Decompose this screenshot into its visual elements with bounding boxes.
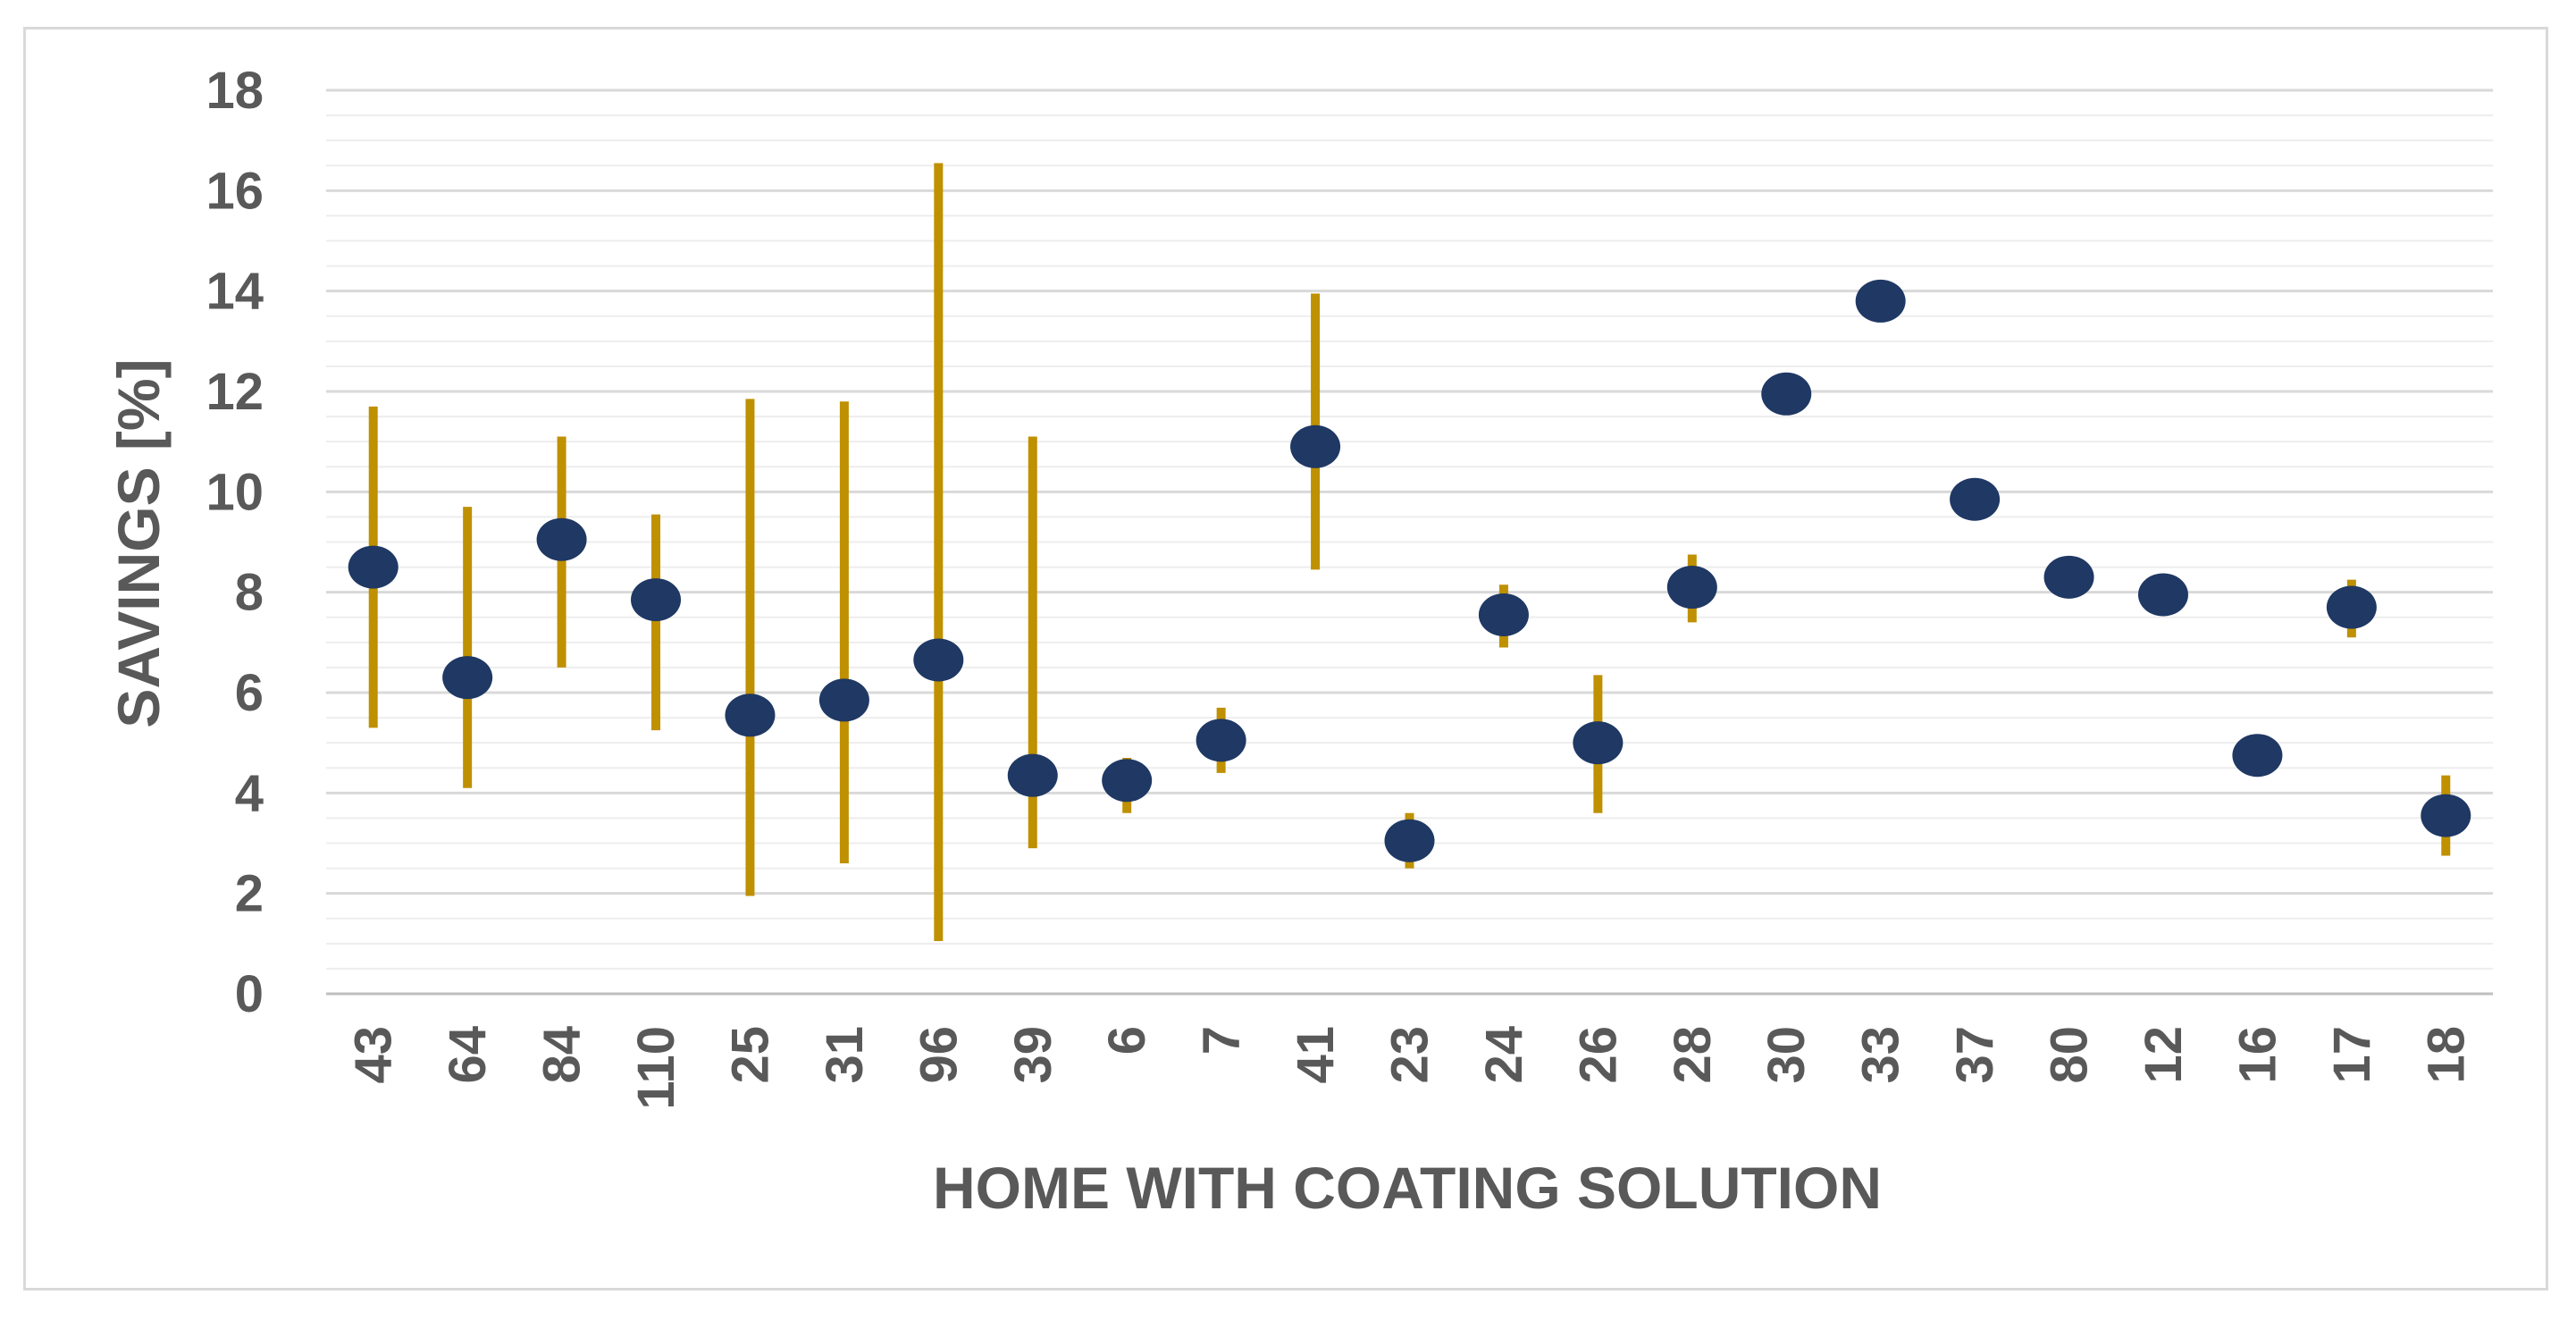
x-tick-label: 24 (1475, 1026, 1533, 1084)
x-tick-label: 84 (533, 1026, 592, 1084)
data-point (725, 694, 776, 737)
x-tick-label: 12 (2135, 1026, 2193, 1084)
data-point (536, 517, 587, 561)
data-point (2326, 585, 2377, 629)
data-points (348, 279, 2471, 862)
data-point (1950, 477, 2001, 521)
y-tick-label: 16 (206, 162, 264, 220)
x-tick-label: 110 (627, 1026, 685, 1110)
x-tick-label: 43 (345, 1026, 403, 1084)
data-point (1384, 819, 1435, 862)
x-tick-label: 31 (816, 1026, 874, 1084)
y-tick-label: 6 (235, 664, 264, 722)
data-point (1573, 721, 1624, 765)
data-point (1102, 759, 1153, 803)
x-tick-labels: 43 64 84 110 25 31 96 39 6 7 41 23 24 26 28 30 33 37 80 12 1… (345, 1026, 2476, 1110)
data-point (631, 578, 682, 622)
data-point (1290, 425, 1341, 468)
data-point (1478, 593, 1529, 636)
data-point (1855, 279, 1906, 323)
x-axis-title: HOME WITH COATING SOLUTION (933, 1155, 1882, 1221)
x-tick-label: 7 (1193, 1026, 1251, 1055)
y-tick-label: 8 (235, 564, 264, 622)
data-point (1007, 753, 1058, 797)
x-tick-label: 64 (439, 1026, 497, 1084)
data-point (2043, 555, 2094, 599)
data-point (2421, 794, 2471, 837)
x-tick-label: 41 (1287, 1026, 1345, 1084)
y-tick-label: 2 (235, 865, 264, 923)
y-tick-label: 18 (206, 62, 264, 120)
x-tick-label: 6 (1098, 1026, 1156, 1055)
x-tick-label: 23 (1381, 1026, 1439, 1084)
x-tick-label: 37 (1946, 1026, 2004, 1084)
error-bars (368, 163, 2451, 942)
data-point (818, 678, 869, 722)
y-tick-label: 4 (235, 764, 264, 822)
x-tick-label: 26 (1569, 1026, 1627, 1084)
x-tick-label: 96 (910, 1026, 968, 1084)
data-point (1761, 372, 1812, 416)
data-point (2137, 573, 2188, 617)
x-tick-label: 80 (2041, 1026, 2099, 1084)
x-tick-label: 17 (2323, 1026, 2381, 1084)
y-tick-label: 0 (235, 965, 264, 1023)
data-point (913, 638, 964, 682)
x-tick-label: 16 (2228, 1026, 2287, 1084)
x-tick-label: 33 (1852, 1026, 1910, 1084)
x-tick-label: 30 (1758, 1026, 1816, 1084)
data-point (1196, 719, 1246, 762)
data-point (1666, 566, 1717, 610)
y-tick-label: 14 (206, 263, 264, 321)
x-tick-label: 39 (1004, 1026, 1062, 1084)
x-tick-label: 25 (721, 1026, 779, 1084)
data-point (348, 545, 399, 589)
gridlines (326, 88, 2493, 970)
x-tick-label: 18 (2417, 1026, 2475, 1084)
data-point (2232, 734, 2283, 778)
y-tick-labels: 0 2 4 6 8 10 12 14 16 18 (206, 62, 264, 1023)
data-point (442, 656, 493, 700)
y-tick-label: 10 (206, 463, 264, 521)
y-tick-label: 12 (206, 363, 264, 421)
x-tick-label: 28 (1664, 1026, 1722, 1084)
chart-frame (23, 27, 2548, 1291)
y-axis-title: SAVINGS [%] (105, 358, 172, 727)
